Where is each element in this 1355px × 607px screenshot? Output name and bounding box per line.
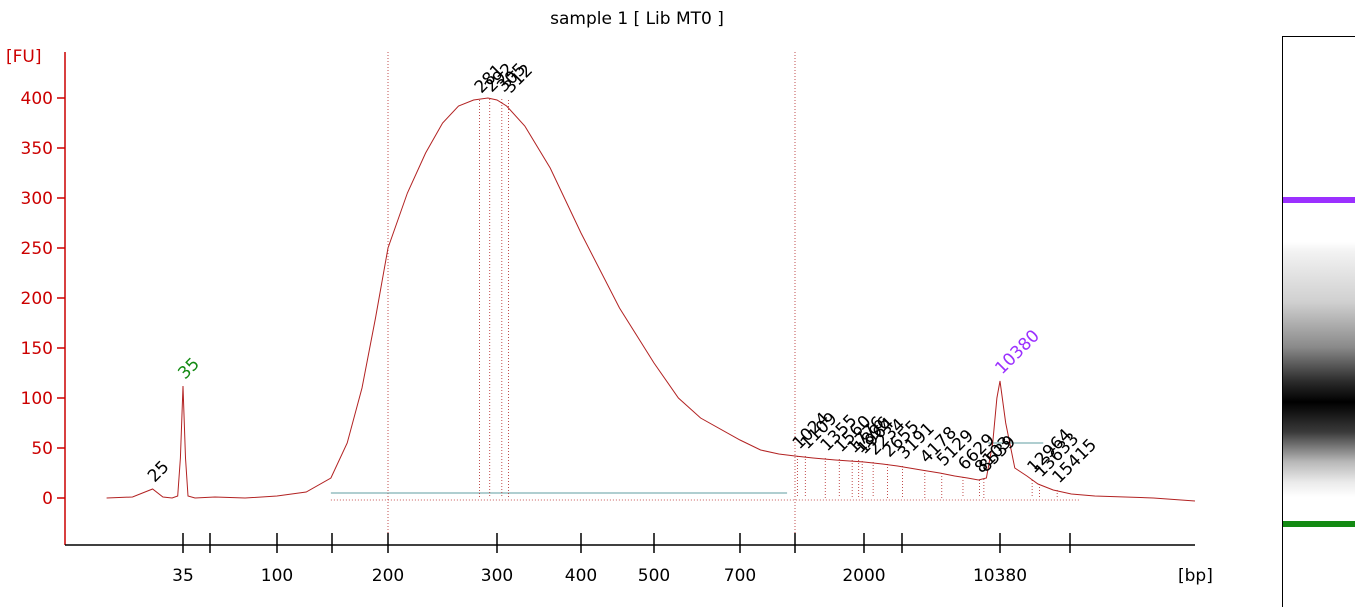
x-tick-label: 200 (372, 566, 404, 586)
x-tick-label: 2000 (842, 566, 885, 586)
x-tick-label: 10380 (973, 566, 1027, 586)
region-lines (387, 52, 796, 545)
peak-label: 35 (174, 354, 203, 383)
x-axis-label: [bp] (1178, 566, 1213, 586)
y-tick-label: 50 (31, 439, 53, 459)
peak-labels: 2535281292305312102411091355156017761896… (144, 59, 1101, 487)
y-axis: 0 50 100 150 200 250 300 350 400 (21, 52, 66, 545)
x-tick-label: 35 (172, 566, 194, 586)
lower-marker-band (1283, 521, 1355, 527)
y-tick-label: 0 (42, 489, 53, 509)
baselines (330, 442, 1080, 501)
electropherogram-chart: sample 1 [ Lib MT0 ] [FU] [bp] 0 50 100 150… (6, 9, 1213, 586)
x-tick-label: 100 (261, 566, 293, 586)
y-tick-label: 300 (21, 189, 53, 209)
x-tick-label: 700 (724, 566, 756, 586)
x-tick-label: 500 (638, 566, 670, 586)
y-tick-label: 200 (21, 289, 53, 309)
peak-drop-lines (479, 99, 1058, 498)
x-tick-label: 300 (481, 566, 513, 586)
y-tick-label: 100 (21, 389, 53, 409)
y-tick-label: 150 (21, 339, 53, 359)
gel-lane-image (1282, 36, 1355, 607)
y-tick-label: 350 (21, 139, 53, 159)
x-axis: 35 100 200 300 400 500 700 2000 10380 (65, 533, 1195, 586)
electropherogram-trace (106, 97, 1196, 502)
y-tick-label: 400 (21, 89, 53, 109)
x-tick-label: 400 (565, 566, 597, 586)
chart-title: sample 1 [ Lib MT0 ] (550, 9, 724, 29)
y-tick-label: 250 (21, 239, 53, 259)
y-axis-label: [FU] (6, 47, 42, 67)
peak-label: 10380 (991, 326, 1043, 378)
upper-marker-band (1283, 197, 1355, 203)
peak-label: 25 (144, 457, 173, 486)
